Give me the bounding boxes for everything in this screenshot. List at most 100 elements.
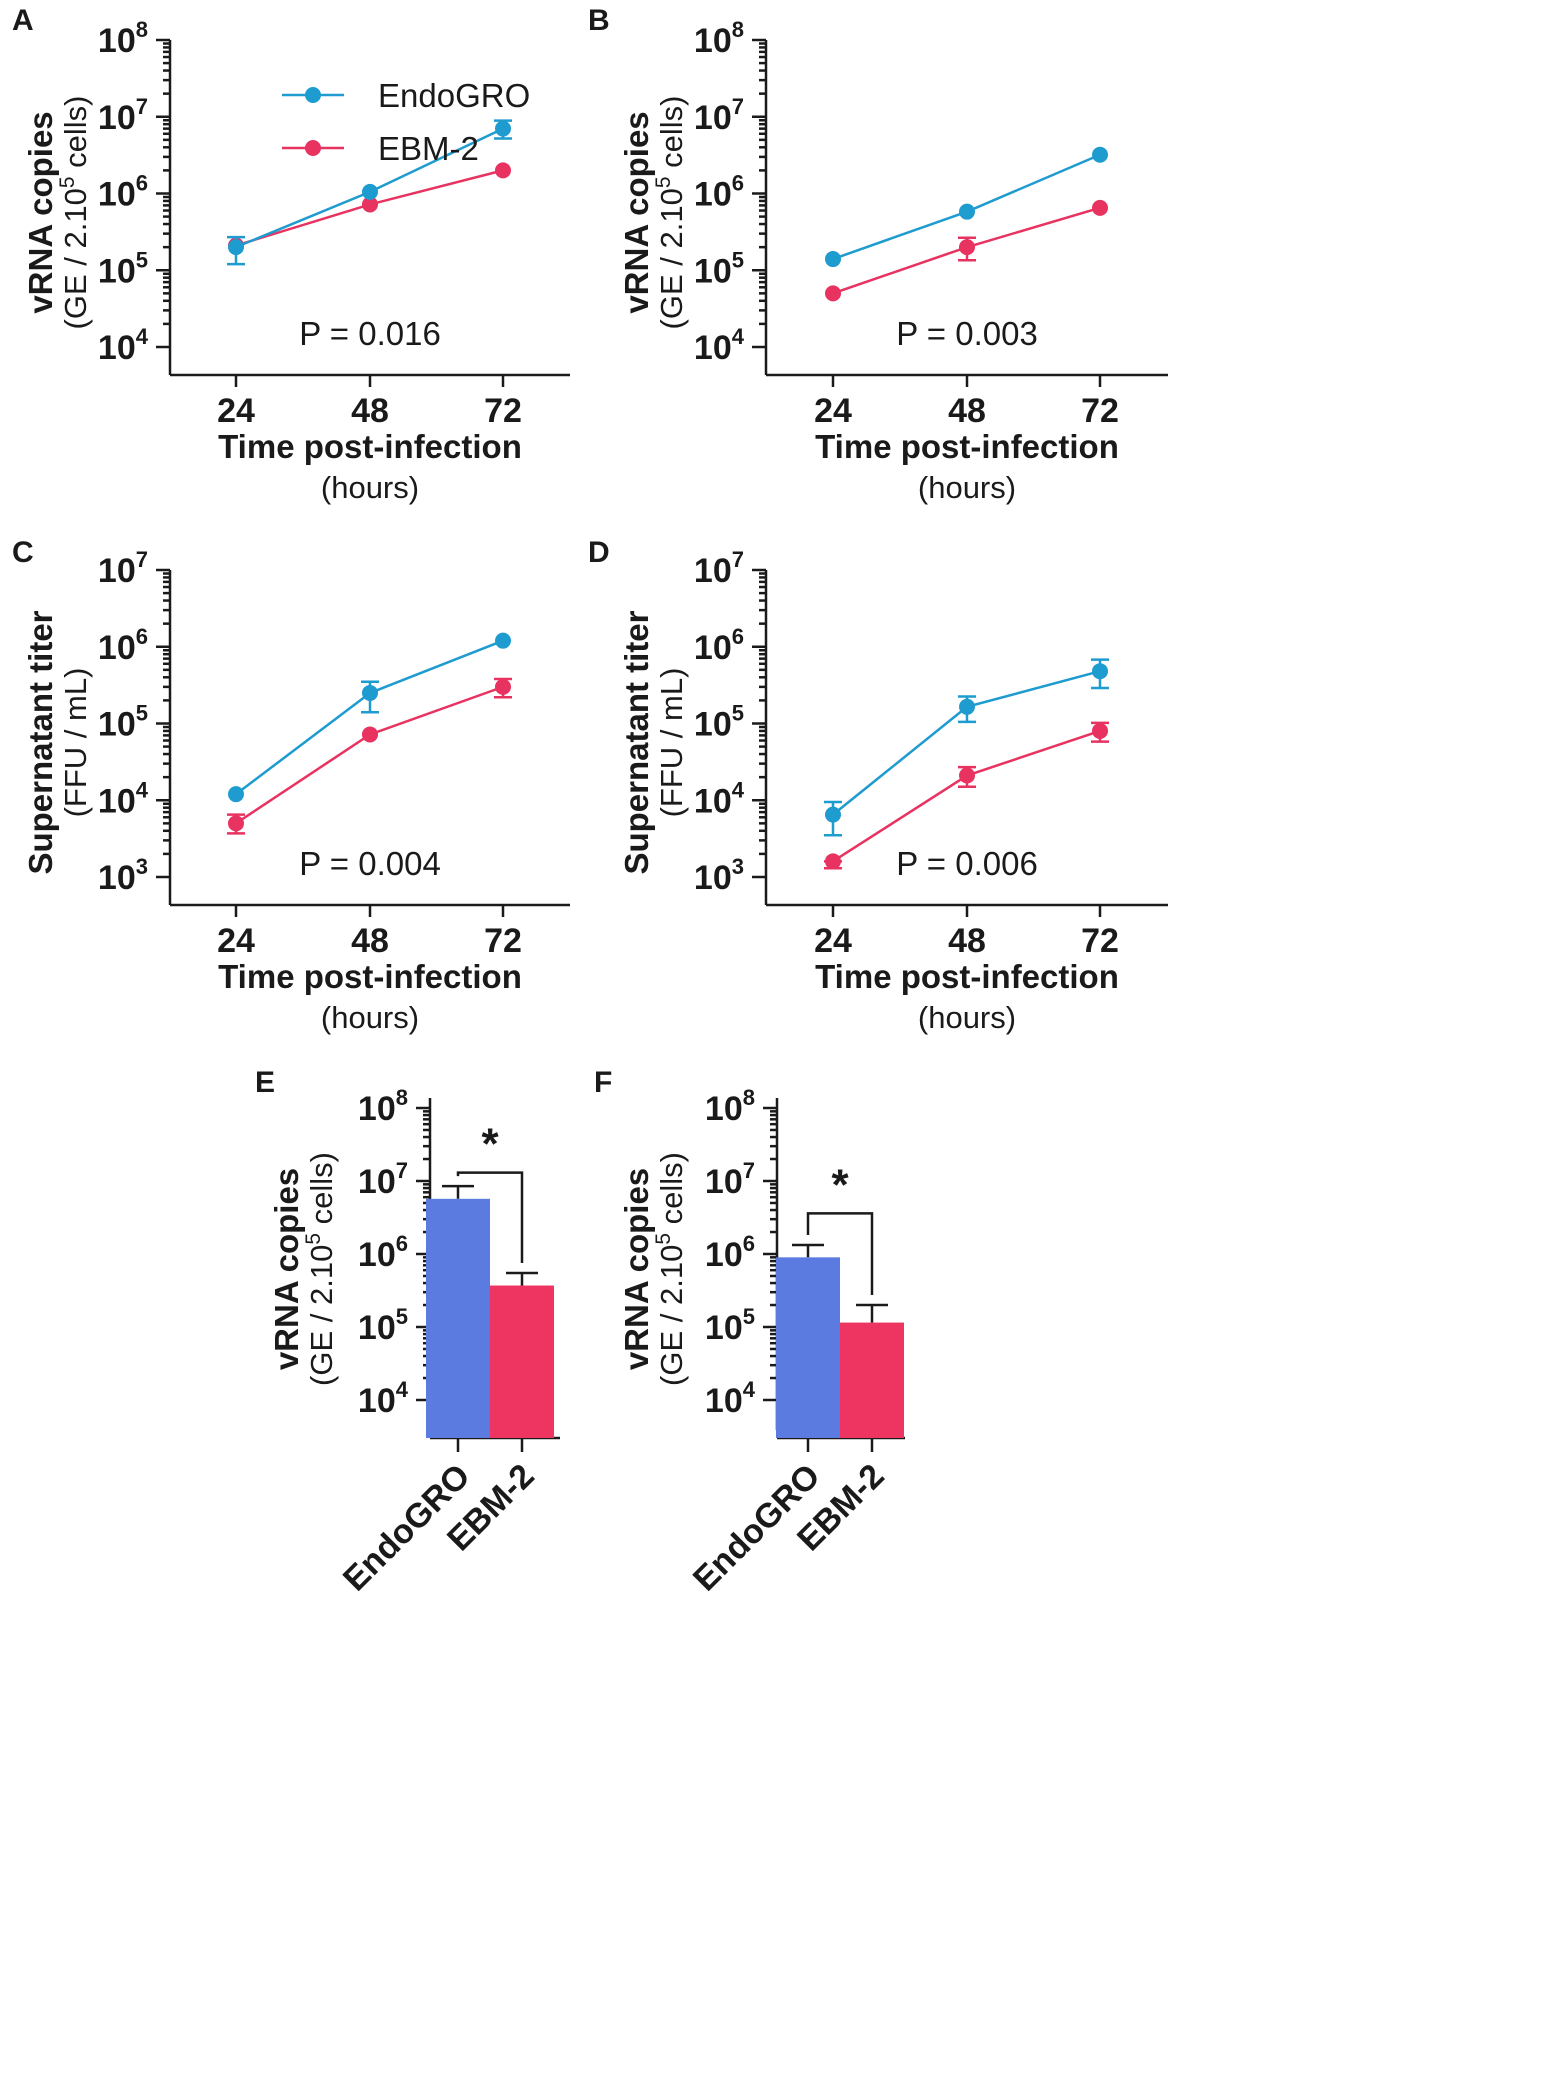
y-tick-label: 106 (358, 1231, 408, 1274)
significance-bracket (806, 1212, 874, 1296)
y-tick-label: 107 (358, 1158, 408, 1201)
y-axis-subtitle: (GE / 2.105 cells) (302, 1152, 339, 1386)
bar-endogro (776, 1257, 840, 1438)
y-tick-label: 104 (694, 324, 745, 367)
y-axis-subtitle: (FFU / mL) (58, 668, 93, 818)
legend: EndoGRO EBM-2 (282, 77, 530, 167)
data-point-ebm-2 (959, 767, 975, 784)
x-tick-label: 72 (1081, 922, 1119, 960)
x-tick-label: 24 (814, 392, 852, 430)
y-axis-title: Supernatant titer (22, 610, 59, 874)
x-tick-label: 48 (948, 392, 986, 430)
x-tick-label: 24 (217, 392, 255, 430)
y-tick-label: 106 (98, 171, 148, 214)
y-axis-subtitle: (GE / 2.105 cells) (652, 1152, 689, 1386)
panel-f: F 104 105 106 107 108 vRNA copies (GE / 2.105 c… (594, 1066, 905, 1599)
p-value-annotation: P = 0.003 (896, 315, 1038, 352)
y-tick-label: 105 (694, 247, 744, 290)
data-point-endogro (228, 239, 244, 256)
significance-star: * (831, 1160, 849, 1209)
panel-d: D 103 104 105 106 107 Supernatant titer (FFU / … (588, 536, 1168, 1035)
data-point-endogro (959, 203, 975, 220)
series-line-ebm-2 (832, 729, 1101, 863)
legend-swatch-marker (305, 87, 321, 103)
y-tick-label: 103 (694, 854, 744, 897)
y-tick-label: 106 (694, 171, 744, 214)
x-axis-subtitle: (hours) (321, 470, 419, 505)
data-point-endogro (228, 786, 244, 803)
panel-e: E 104 105 106 107 108 vRNA copies (GE / 2.105 c… (255, 1066, 560, 1599)
data-point-ebm-2 (362, 196, 378, 213)
data-point-endogro (362, 684, 378, 701)
y-tick-label: 105 (98, 247, 148, 290)
y-axis-subtitle: (GE / 2.105 cells) (652, 96, 689, 330)
y-axis-title: vRNA copies (22, 111, 59, 313)
y-tick-label: 105 (358, 1304, 408, 1347)
x-axis-title: Time post-infection (815, 428, 1119, 465)
data-point-endogro (959, 698, 975, 715)
y-tick-label: 104 (358, 1377, 409, 1420)
p-value-annotation: P = 0.004 (299, 845, 441, 882)
y-tick-label: 107 (705, 1158, 755, 1201)
x-axis-subtitle: (hours) (321, 1000, 419, 1035)
y-tick-label: 103 (98, 854, 148, 897)
x-tick-label: 72 (484, 392, 522, 430)
panel-letter: A (12, 4, 34, 37)
y-tick-label: 104 (98, 324, 149, 367)
panel-letter: D (588, 536, 610, 569)
p-value-annotation: P = 0.006 (896, 845, 1038, 882)
x-axis-title: Time post-infection (218, 428, 522, 465)
panel-a: A 104 105 106 107 108 vRNA copies (GE / 2.105 c… (12, 4, 570, 505)
x-tick-label: 72 (484, 922, 522, 960)
y-axis-subtitle: (GE / 2.105 cells) (56, 96, 93, 330)
p-value-annotation: P = 0.016 (299, 315, 441, 352)
y-tick-label: 104 (98, 777, 149, 820)
bar-ebm-2 (840, 1322, 904, 1438)
x-tick-label: 48 (351, 922, 389, 960)
y-axis-title: vRNA copies (268, 1168, 305, 1370)
panel-letter: E (255, 1066, 275, 1099)
legend-label: EBM-2 (378, 130, 479, 167)
y-tick-label: 107 (98, 547, 148, 590)
data-point-ebm-2 (495, 162, 511, 179)
y-tick-label: 106 (694, 624, 744, 667)
bar-endogro (426, 1198, 490, 1438)
data-point-ebm-2 (1092, 199, 1108, 216)
data-point-ebm-2 (825, 285, 841, 302)
y-axis-title: Supernatant titer (618, 610, 655, 874)
y-tick-label: 108 (705, 1085, 755, 1128)
y-tick-label: 108 (694, 17, 744, 60)
bar-ebm-2 (490, 1285, 554, 1438)
significance-bracket (456, 1171, 524, 1263)
y-tick-label: 105 (98, 701, 148, 744)
y-axis-title: vRNA copies (618, 1168, 655, 1370)
y-tick-label: 106 (705, 1231, 755, 1274)
panel-b: B 104 105 106 107 108 vRNA copies (GE / 2.105 c… (588, 4, 1168, 505)
data-point-ebm-2 (228, 815, 244, 832)
data-point-endogro (495, 632, 511, 649)
data-point-endogro (495, 120, 511, 137)
y-tick-label: 107 (98, 94, 148, 137)
y-axis-title: vRNA copies (618, 111, 655, 313)
x-tick-label: 48 (948, 922, 986, 960)
x-axis-subtitle: (hours) (918, 1000, 1016, 1035)
series-line-endogro (832, 670, 1101, 816)
data-point-endogro (825, 806, 841, 823)
x-axis-subtitle: (hours) (918, 470, 1016, 505)
series-line-endogro (235, 639, 504, 796)
data-point-ebm-2 (362, 726, 378, 743)
data-point-endogro (825, 251, 841, 268)
panel-letter: B (588, 4, 610, 37)
panel-letter: F (594, 1066, 612, 1099)
y-tick-label: 104 (705, 1377, 756, 1420)
data-point-endogro (1092, 146, 1108, 163)
x-tick-label: 24 (217, 922, 255, 960)
panel-c: C 103 104 105 106 107 Supernatant titer (FFU / … (12, 536, 570, 1035)
y-tick-label: 108 (98, 17, 148, 60)
data-point-ebm-2 (959, 239, 975, 256)
data-point-ebm-2 (1092, 722, 1108, 739)
data-point-endogro (1092, 663, 1108, 680)
significance-star: * (481, 1120, 499, 1169)
x-tick-label: 72 (1081, 392, 1119, 430)
